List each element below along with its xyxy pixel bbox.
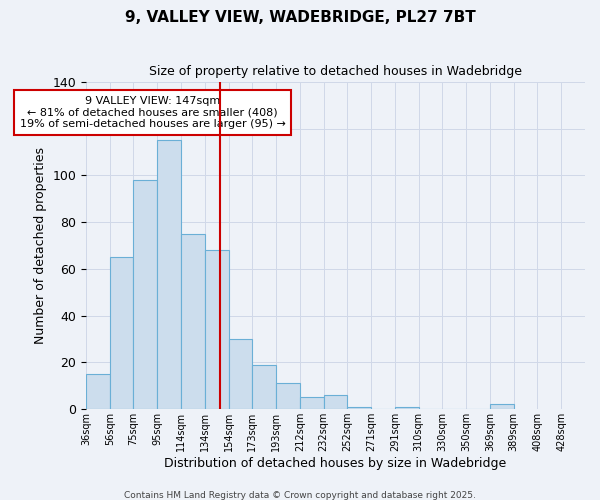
Text: 9 VALLEY VIEW: 147sqm
← 81% of detached houses are smaller (408)
19% of semi-det: 9 VALLEY VIEW: 147sqm ← 81% of detached … (20, 96, 286, 129)
Bar (133, 180, 157, 409)
X-axis label: Distribution of detached houses by size in Wadebridge: Distribution of detached houses by size … (164, 457, 506, 470)
Bar (490, 404, 514, 409)
Bar (229, 339, 252, 409)
Y-axis label: Number of detached properties: Number of detached properties (34, 147, 47, 344)
Bar (252, 365, 276, 409)
Text: 9, VALLEY VIEW, WADEBRIDGE, PL27 7BT: 9, VALLEY VIEW, WADEBRIDGE, PL27 7BT (125, 10, 475, 25)
Bar (181, 234, 205, 409)
Bar (347, 407, 371, 409)
Bar (395, 407, 419, 409)
Bar (110, 257, 133, 409)
Bar (300, 398, 323, 409)
Bar (86, 374, 110, 409)
Bar (276, 384, 300, 409)
Bar (205, 250, 229, 409)
Title: Size of property relative to detached houses in Wadebridge: Size of property relative to detached ho… (149, 65, 522, 78)
Bar (157, 140, 181, 409)
Bar (323, 395, 347, 409)
Text: Contains HM Land Registry data © Crown copyright and database right 2025.: Contains HM Land Registry data © Crown c… (124, 490, 476, 500)
